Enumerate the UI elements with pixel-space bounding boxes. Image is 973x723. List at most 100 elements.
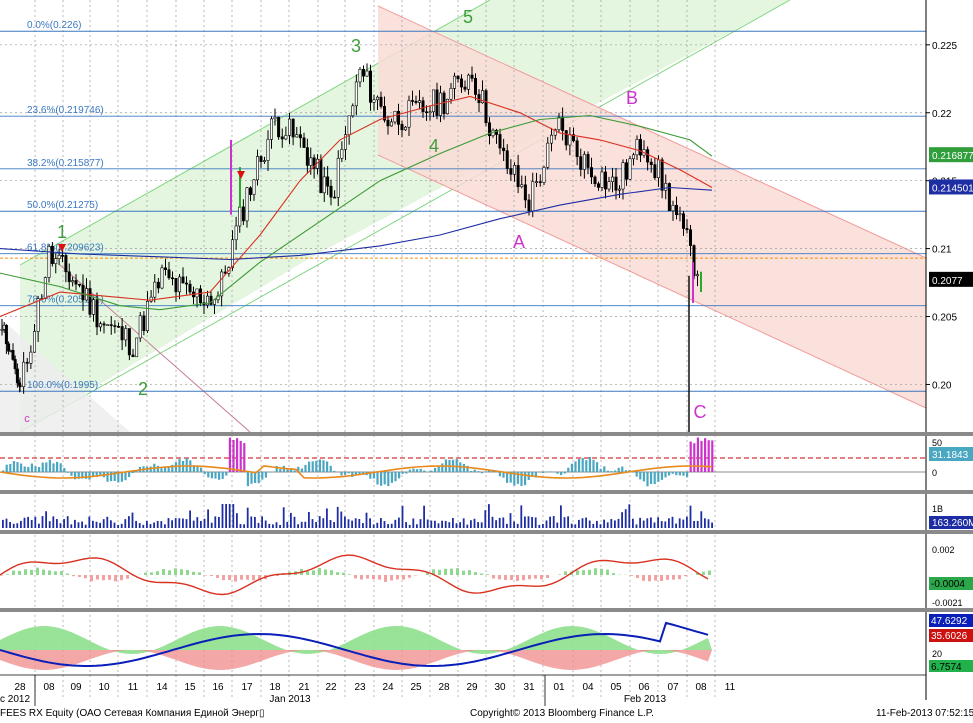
volume-bar	[473, 518, 476, 528]
volume-bar	[56, 519, 58, 528]
candle-body	[614, 176, 618, 191]
candle-body	[403, 126, 407, 131]
osc-bar	[486, 574, 489, 575]
volume-bar	[63, 519, 65, 528]
osc-bar	[156, 571, 159, 575]
date-axis: 28 08 09 10 11 14 15 16 17 18 21 22 23 24 25 28 29 30 31 01…	[0, 674, 926, 706]
dmi-tag-blue	[929, 614, 973, 627]
osc-bar	[498, 575, 501, 580]
volume-bar	[20, 520, 22, 528]
candle-body	[29, 351, 33, 364]
candle-body	[571, 134, 575, 142]
candle-body	[379, 96, 383, 107]
candle-body	[131, 354, 135, 358]
osc-line	[0, 554, 709, 596]
volume-bar	[66, 516, 69, 528]
candle-body	[505, 150, 509, 169]
macd-bar	[326, 461, 329, 472]
macd-bar	[408, 469, 411, 472]
volume-bar	[279, 524, 281, 528]
candle-body	[336, 157, 340, 198]
volume-bar	[516, 523, 519, 528]
panel-separator	[0, 608, 973, 612]
candle-body	[326, 176, 330, 187]
candle-body	[617, 188, 621, 191]
macd-bar	[560, 472, 563, 476]
macd-bar	[394, 472, 397, 482]
volume-bar	[246, 507, 249, 528]
date-tick-label: 22	[325, 682, 337, 693]
macd-bar	[632, 472, 635, 473]
macd-bar	[38, 467, 41, 472]
macd-bar	[369, 472, 372, 479]
candle-body	[549, 134, 553, 144]
candle-body	[456, 75, 460, 80]
macd-bar	[59, 463, 62, 472]
osc-bar	[198, 572, 201, 575]
macd-bar	[149, 466, 152, 472]
candle-body	[99, 323, 103, 328]
volume-bar	[293, 516, 296, 528]
osc-bar	[480, 573, 483, 575]
candle-body	[361, 68, 365, 77]
volume-bar	[675, 523, 677, 528]
candle-body	[185, 282, 189, 285]
macd-bar	[88, 472, 91, 480]
macd-bar	[581, 457, 584, 472]
macd-bar	[358, 472, 361, 475]
osc-bar	[348, 574, 351, 575]
macd-bar	[405, 472, 408, 474]
candle-body	[127, 328, 131, 356]
macd-bar	[682, 472, 685, 476]
volume-bar	[311, 519, 314, 528]
volume-bar	[671, 516, 674, 528]
volume-bar	[617, 518, 620, 528]
macd-bar	[520, 472, 523, 487]
volume-bar	[394, 519, 397, 528]
macd-bar	[498, 472, 501, 477]
candle-body	[671, 204, 675, 212]
volume-bar	[128, 516, 130, 528]
macd-bar	[470, 470, 473, 472]
macd-bar	[311, 461, 314, 472]
macd-bar	[221, 472, 224, 479]
macd-bar	[513, 472, 516, 486]
candle-body	[78, 283, 82, 286]
osc-bar	[468, 570, 471, 575]
macd-bar	[592, 459, 595, 472]
candle-body	[181, 276, 185, 284]
candle-body	[124, 328, 128, 341]
macd-bar	[12, 461, 15, 472]
volume-bar	[416, 524, 418, 528]
volume-bar	[657, 517, 659, 528]
volume-bar	[387, 524, 389, 528]
volume-bar	[34, 516, 37, 528]
macd-bar	[578, 459, 581, 472]
volume-bar	[621, 512, 623, 528]
macd-bar	[599, 468, 602, 472]
macd-bar	[693, 443, 696, 472]
osc-bar	[708, 570, 711, 575]
volume-bar	[174, 518, 177, 528]
down-arrow-marker	[58, 244, 66, 252]
candle-body	[309, 157, 313, 166]
volume-bar	[297, 524, 299, 528]
volume-bar	[318, 516, 321, 528]
osc-bar	[378, 575, 381, 580]
macd-bar	[516, 472, 519, 484]
candle-body	[291, 118, 295, 138]
osc-bar	[228, 575, 231, 580]
osc-bar	[42, 569, 45, 575]
candle-body	[117, 326, 121, 328]
macd-bar	[95, 472, 98, 478]
candle-body	[393, 110, 397, 123]
macd-bar	[70, 472, 73, 476]
volume-bar	[596, 520, 598, 528]
candle-body	[656, 159, 660, 178]
macd-bar	[455, 459, 458, 472]
volume-bar	[300, 521, 303, 528]
macd-bar	[347, 472, 350, 474]
macd-bar	[200, 467, 203, 472]
volume-bar	[434, 520, 436, 528]
macd-bar	[480, 472, 483, 474]
